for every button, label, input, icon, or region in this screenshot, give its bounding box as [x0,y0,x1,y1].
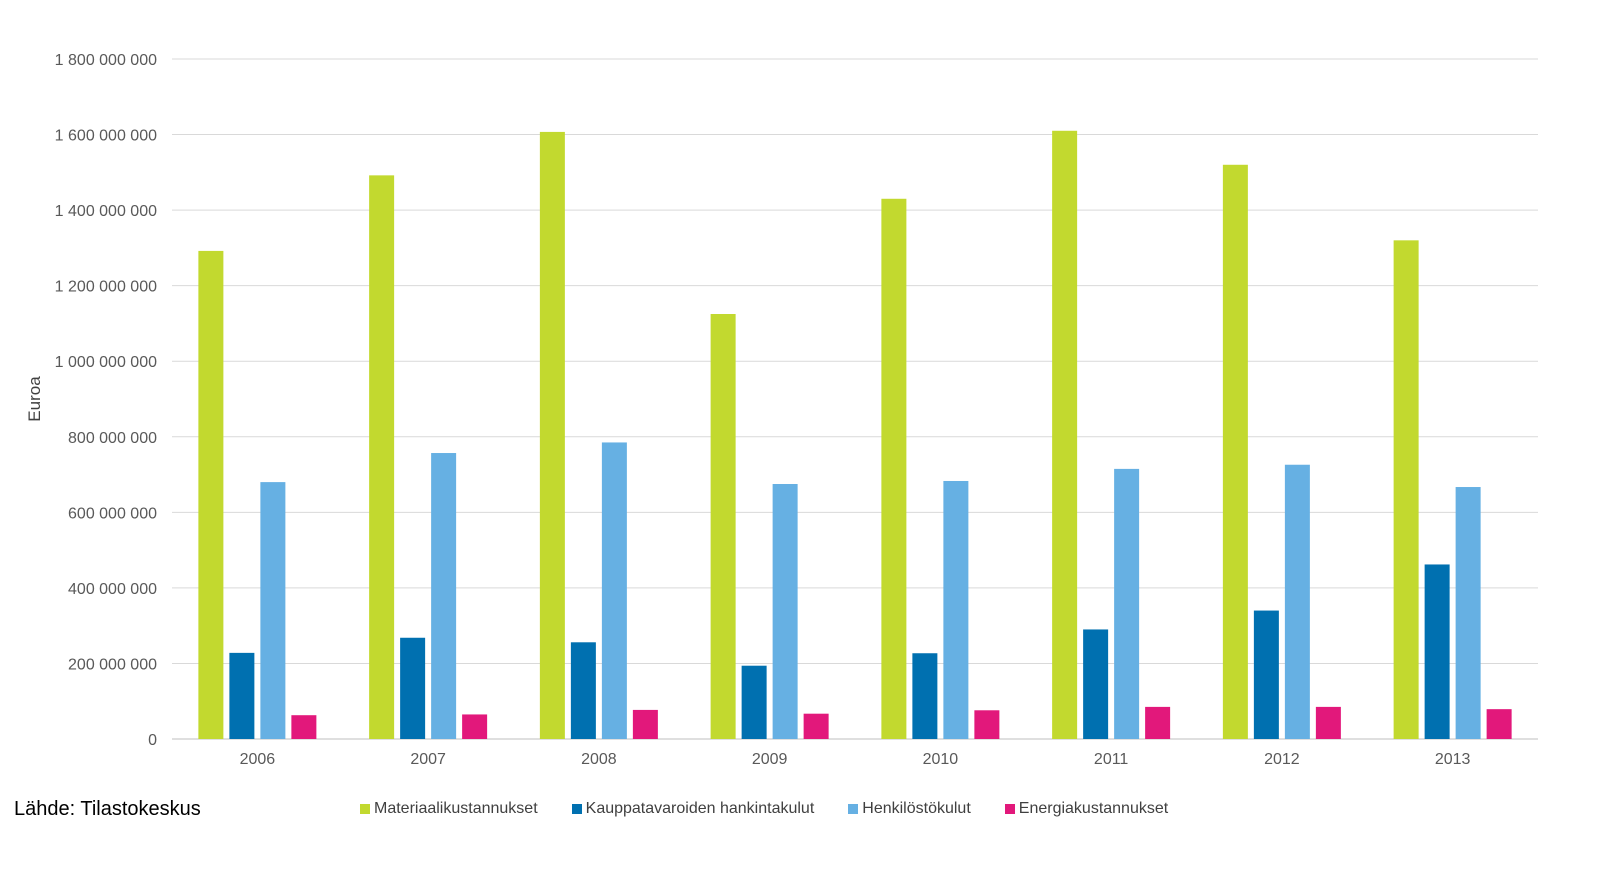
x-tick-label: 2006 [240,751,276,768]
bar [229,652,255,739]
legend-label: Energiakustannukset [1018,800,1169,817]
legend-item: Henkilöstökulut [848,800,971,818]
bar [1455,487,1481,739]
x-tick-label: 2007 [410,751,446,768]
bar [462,714,488,739]
y-axis-label: Euroa [25,376,44,422]
bar [369,175,395,739]
legend-item: Materiaalikustannukset [360,800,538,818]
y-tick-label: 1 600 000 000 [55,128,157,145]
bar [570,642,596,739]
legend-swatch [571,804,582,814]
legend-swatch [1004,804,1015,814]
y-tick-label: 800 000 000 [68,430,157,447]
x-tick-label: 2012 [1264,751,1300,768]
bar [1222,164,1248,739]
x-tick-label: 2010 [923,751,959,768]
bar [431,453,457,739]
x-tick-label: 2008 [581,751,617,768]
y-tick-label: 600 000 000 [68,505,157,522]
legend-swatch [848,804,859,814]
bar [1424,564,1450,739]
bar [1393,240,1419,740]
legend-label: Kauppatavaroiden hankintakulut [585,800,815,817]
legend-label: Henkilöstökulut [862,800,971,817]
bar [803,713,829,739]
x-axis-tick-labels: 2006 2007 2008 2009 2010 2011 2012 2013 [240,751,1471,768]
bar [772,484,798,739]
bar [198,250,224,739]
legend: Materiaalikustannukset Kauppatavaroiden h… [360,800,1202,818]
bar [601,442,627,739]
bar [1315,706,1341,739]
bar [291,715,317,739]
bar [1114,468,1140,739]
legend-item: Energiakustannukset [1004,800,1169,818]
bar [1486,709,1512,739]
bar [400,637,426,739]
y-tick-label: 200 000 000 [68,656,157,673]
legend-item: Kauppatavaroiden hankintakulut [571,800,815,818]
bar [260,482,286,739]
bar [912,653,938,739]
y-tick-label: 1 800 000 000 [55,52,157,69]
x-tick-label: 2011 [1094,751,1129,768]
y-tick-label: 1 400 000 000 [55,203,157,220]
legend-swatch [360,804,370,814]
source-label: Lähde: Tilastokeskus [14,798,201,820]
x-tick-label: 2009 [752,751,788,768]
y-tick-label: 0 [148,732,157,749]
bars [198,130,1512,740]
bar [632,709,658,739]
bar [1052,130,1078,739]
y-tick-label: 1 200 000 000 [55,279,157,296]
bar [1145,706,1171,739]
bar [1253,610,1279,739]
y-tick-label: 1 000 000 000 [55,354,157,371]
bar [943,480,969,739]
gridlines [172,58,1538,740]
y-axis-tick-labels: 0 200 000 000 400 000 000 600 000 000 800 00… [55,52,157,749]
x-tick-label: 2013 [1435,751,1471,768]
bar [539,131,565,739]
bar [741,665,767,739]
bar [881,198,907,739]
bar [710,314,736,739]
bar [1284,464,1310,739]
bar [1083,629,1109,739]
legend-label: Materiaalikustannukset [374,800,538,817]
y-tick-label: 400 000 000 [68,581,157,598]
bar [974,710,1000,739]
